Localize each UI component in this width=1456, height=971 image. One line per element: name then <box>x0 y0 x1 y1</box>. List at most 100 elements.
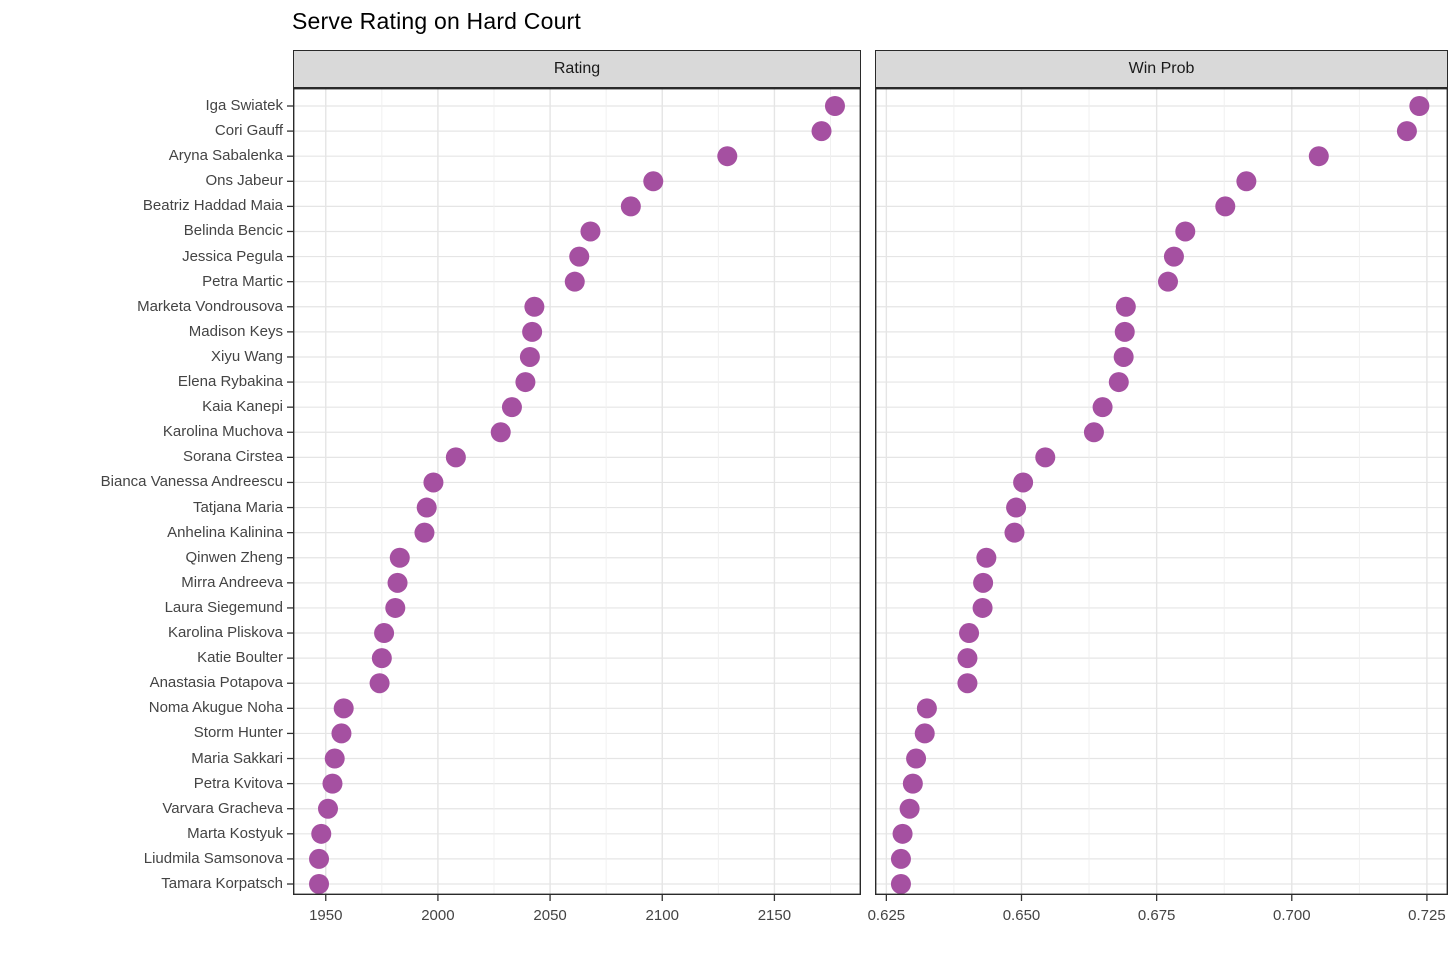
data-point <box>1006 497 1027 518</box>
data-point <box>957 648 978 669</box>
data-point <box>490 422 511 443</box>
y-axis-label: Maria Sakkari <box>191 749 283 767</box>
data-point <box>959 623 980 644</box>
data-point <box>317 798 338 819</box>
x-tick-label: 0.700 <box>1273 907 1311 924</box>
x-tick-label: 0.625 <box>868 907 906 924</box>
panel-border <box>874 87 1448 895</box>
x-tick-label: 2050 <box>533 907 566 924</box>
chart-title: Serve Rating on Hard Court <box>292 8 582 34</box>
y-axis-label: Karolina Muchova <box>162 423 283 441</box>
data-point <box>1157 271 1178 292</box>
data-point <box>1175 221 1196 242</box>
data-point <box>501 397 522 418</box>
data-point <box>414 522 435 543</box>
x-tick-label: 2000 <box>421 907 454 924</box>
data-point <box>1396 121 1417 142</box>
panel-background <box>293 88 861 895</box>
y-axis-label: Anastasia Potapova <box>149 674 283 692</box>
data-point <box>445 447 466 468</box>
data-point <box>333 698 354 719</box>
data-point <box>972 597 993 618</box>
data-point <box>416 497 437 518</box>
data-point <box>902 773 923 794</box>
data-point <box>899 798 920 819</box>
panel-background <box>875 88 1448 895</box>
y-axis-label: Bianca Vanessa Andreescu <box>100 473 283 491</box>
data-point <box>916 698 937 719</box>
data-point <box>331 723 352 744</box>
y-axis-label: Petra Martic <box>202 272 283 290</box>
data-point <box>1163 246 1184 267</box>
data-point <box>1236 171 1257 192</box>
data-point <box>1308 146 1329 167</box>
data-point <box>976 547 997 568</box>
data-point <box>1004 522 1025 543</box>
y-axis-label: Varvara Gracheva <box>162 799 283 817</box>
x-tick-label: 0.675 <box>1138 907 1176 924</box>
y-axis-label: Anhelina Kalinina <box>167 523 283 541</box>
data-point <box>387 572 408 593</box>
facet-strip-win-prob-label: Win Prob <box>1128 60 1195 77</box>
y-axis-label: Cori Gauff <box>214 122 283 140</box>
data-point <box>1092 397 1113 418</box>
data-point <box>522 321 543 342</box>
data-point <box>973 572 994 593</box>
data-point <box>620 196 641 217</box>
data-point <box>369 673 390 694</box>
data-point <box>890 848 911 869</box>
y-axis-label: Marta Kostyuk <box>187 824 283 842</box>
data-point <box>1114 321 1135 342</box>
facet-strip-win-prob: Win Prob <box>875 50 1448 88</box>
data-point <box>824 96 845 116</box>
data-point <box>892 823 913 844</box>
y-axis-label: Aryna Sabalenka <box>168 147 283 165</box>
data-point <box>385 597 406 618</box>
data-point <box>717 146 738 167</box>
data-point <box>1113 346 1134 367</box>
data-point <box>324 748 345 769</box>
data-point <box>374 623 395 644</box>
y-axis-label: Iga Swiatek <box>205 97 283 114</box>
data-point <box>322 773 343 794</box>
x-tick-label: 0.650 <box>1003 907 1041 924</box>
data-point <box>371 648 392 669</box>
data-point <box>309 874 330 895</box>
y-axis-label: Elena Rybakina <box>177 373 283 391</box>
y-axis-label: Sorana Cirstea <box>182 448 283 466</box>
y-axis-label: Kaia Kanepi <box>202 398 283 416</box>
data-point <box>1409 96 1430 116</box>
data-point <box>957 673 978 694</box>
rating-panel-plot: 1950 2000 2050 2100 2150 <box>287 87 861 924</box>
data-point <box>906 748 927 769</box>
y-axis-label: Storm Hunter <box>193 724 283 742</box>
data-point <box>524 296 545 317</box>
data-point <box>519 346 540 367</box>
data-point <box>564 271 585 292</box>
y-axis-label: Ons Jabeur <box>205 172 283 190</box>
y-axis-label: Beatriz Haddad Maia <box>142 197 283 215</box>
y-axis-label: Karolina Pliskova <box>167 624 283 642</box>
x-tick-label: 2150 <box>758 907 791 924</box>
y-axis-label: Tamara Korpatsch <box>161 875 283 892</box>
data-point <box>423 472 444 493</box>
data-point <box>309 848 330 869</box>
y-axis-label: Qinwen Zheng <box>185 548 283 566</box>
data-point <box>515 372 536 393</box>
data-point <box>643 171 664 192</box>
y-axis-label: Madison Keys <box>188 322 283 340</box>
y-axis-label: Noma Akugue Noha <box>148 699 283 717</box>
data-point <box>1013 472 1034 493</box>
y-axis-label: Tatjana Maria <box>192 498 283 516</box>
data-point <box>890 874 911 895</box>
data-point <box>1083 422 1104 443</box>
data-point <box>569 246 590 267</box>
win-prob-panel-plot: 0.625 0.650 0.675 0.700 0.725 <box>868 87 1448 924</box>
facet-strip-rating-label: Rating <box>553 60 601 77</box>
data-point <box>580 221 601 242</box>
x-tick-label: 1950 <box>309 907 342 924</box>
data-point <box>389 547 410 568</box>
facet-strip-rating: Rating <box>293 50 861 88</box>
data-point <box>1035 447 1056 468</box>
